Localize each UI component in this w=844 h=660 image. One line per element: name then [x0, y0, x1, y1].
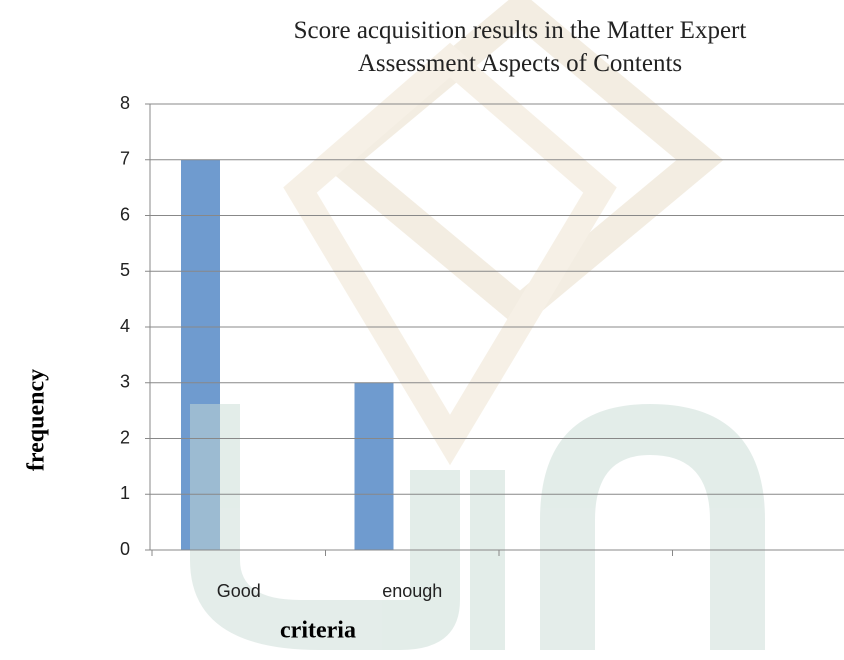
y-axis-label: frequency [24, 369, 50, 471]
watermark-shape [190, 404, 460, 650]
y-tick-label: 5 [120, 260, 130, 280]
watermark-shape [470, 470, 505, 650]
y-tick-label: 4 [120, 316, 130, 336]
x-axis-label: criteria [280, 618, 356, 644]
y-tick-label: 7 [120, 149, 130, 169]
chart-title: Score acquisition results in the Matter … [250, 14, 790, 80]
x-tick-label: enough [382, 581, 442, 601]
y-tick-label: 0 [120, 539, 130, 559]
y-tick-label: 6 [120, 204, 130, 224]
y-tick-label: 8 [120, 93, 130, 113]
y-tick-label: 3 [120, 372, 130, 392]
watermark [190, 10, 765, 650]
watermark-shape [540, 404, 765, 650]
bar [355, 383, 394, 550]
chart: frequency criteria 0 1 2 3 4 5 6 7 8 Good enough [0, 0, 844, 660]
y-tick-label: 2 [120, 427, 130, 447]
x-tick-label: Good [217, 581, 261, 601]
page: frequency criteria 0 1 2 3 4 5 6 7 8 Good enough S… [0, 0, 844, 660]
y-tick-label: 1 [120, 483, 130, 503]
